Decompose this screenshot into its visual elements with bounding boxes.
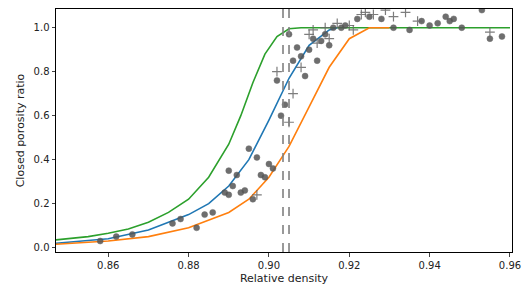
svg-text:0.2: 0.2 <box>34 198 50 209</box>
svg-text:0.90: 0.90 <box>258 260 280 271</box>
svg-text:0.96: 0.96 <box>499 260 521 271</box>
svg-text:0.92: 0.92 <box>338 260 360 271</box>
svg-text:0.88: 0.88 <box>177 260 199 271</box>
svg-text:0.94: 0.94 <box>419 260 441 271</box>
svg-text:0.0: 0.0 <box>34 242 50 253</box>
svg-text:0.86: 0.86 <box>97 260 119 271</box>
svg-text:0.4: 0.4 <box>34 154 50 165</box>
svg-text:0.8: 0.8 <box>34 66 50 77</box>
svg-text:Relative density: Relative density <box>240 272 329 285</box>
svg-text:Closed porosity ratio: Closed porosity ratio <box>14 73 27 187</box>
svg-text:0.6: 0.6 <box>34 110 50 121</box>
svg-text:1.0: 1.0 <box>34 22 50 33</box>
